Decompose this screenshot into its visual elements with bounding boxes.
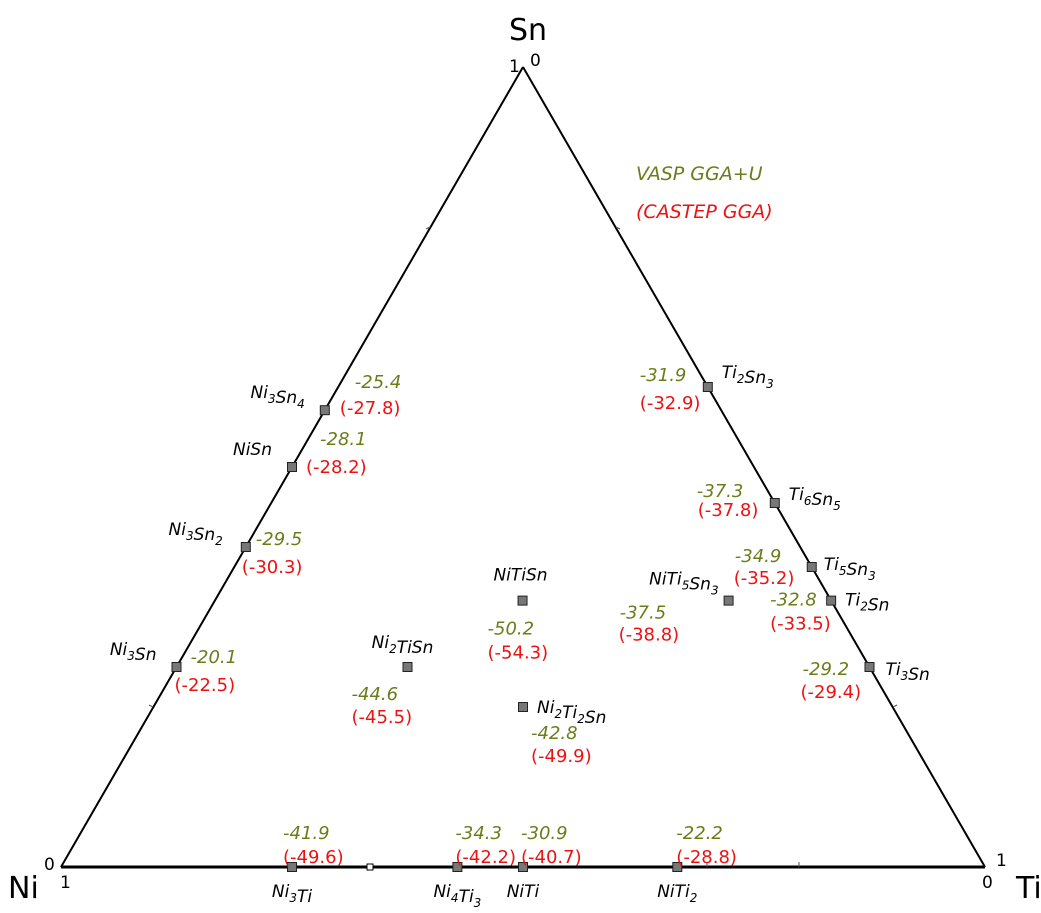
vasp-value-ti2sn: -32.8	[770, 590, 817, 611]
castep-value-ni3sn: (-22.5)	[175, 675, 236, 696]
vasp-value-ti2sn3: -31.9	[640, 365, 687, 386]
vasp-value-ti5sn3: -34.9	[735, 546, 782, 567]
phase-name-ni3ti: Ni3Ti	[272, 882, 312, 907]
vasp-value-ni4ti3: -34.3	[455, 823, 502, 844]
castep-value-ni2tisn: (-45.5)	[352, 707, 413, 728]
castep-value-ti2sn: (-33.5)	[770, 614, 831, 635]
tick-left-2	[148, 704, 154, 708]
phase-marker-ni3sn4	[319, 405, 330, 416]
phase-name-ni2tisn: Ni2TiSn	[372, 633, 434, 658]
phase-marker-ni4ti3	[452, 862, 463, 872]
phase-marker-ni3sn	[171, 662, 182, 672]
castep-value-ni3ti: (-49.6)	[283, 847, 344, 868]
phase-name-ni4ti3: Ni4Ti3	[433, 882, 481, 910]
phase-marker-nitisn	[517, 595, 528, 606]
castep-value-ni3sn2: (-30.3)	[242, 557, 303, 578]
corner-label-ti: Ti	[1015, 871, 1041, 906]
tick-value-ti-0: 0	[982, 873, 993, 893]
vasp-value-ti6sn5: -37.3	[697, 481, 744, 502]
tick-value-sn-0: 0	[530, 51, 541, 71]
phase-name-ni2ti2sn: Ni2Ti2Sn	[537, 698, 606, 728]
vasp-value-ni3sn4: -25.4	[355, 372, 402, 393]
phase-labels: Ni3Sn4 -25.4 (-27.8) NiSn -28.1 (-28.2) Ni3Sn2…	[110, 363, 930, 910]
castep-value-niti2: (-28.8)	[676, 847, 737, 868]
phase-marker-ti2sn	[826, 595, 837, 606]
tick-right-2	[892, 704, 898, 708]
phase-markers	[171, 382, 875, 872]
phase-name-niti: NiTi	[507, 882, 540, 902]
phase-marker-ti6sn5	[769, 498, 780, 508]
castep-value-niti: (-40.7)	[521, 847, 582, 868]
phase-marker-ni3sn2	[240, 542, 251, 552]
phase-name-ti6sn5: Ti6Sn5	[789, 485, 841, 513]
vasp-value-nisn: -28.1	[320, 429, 367, 450]
corner-label-sn: Sn	[509, 13, 547, 48]
vasp-value-niti2: -22.2	[676, 823, 723, 844]
castep-value-nisn: (-28.2)	[306, 457, 367, 478]
vasp-value-ni2ti2sn: -42.8	[531, 723, 578, 744]
phase-marker-ti2sn3	[702, 382, 713, 392]
phase-marker-ni2ti2sn	[518, 702, 528, 712]
legend-vasp: VASP GGA+U	[636, 163, 763, 185]
vasp-value-ni2tisn: -44.6	[352, 684, 399, 705]
phase-name-niti5sn3: NiTi5Sn3	[649, 570, 718, 598]
phase-marker-ni3ti	[287, 862, 297, 872]
phase-marker-ti3sn	[864, 662, 875, 672]
phase-marker-niti5sn3	[723, 595, 734, 606]
phase-name-ti2sn: Ti2Sn	[845, 591, 889, 616]
castep-value-ti5sn3: (-35.2)	[734, 568, 795, 589]
phase-name-ti2sn3: Ti2Sn3	[722, 363, 774, 391]
vasp-value-ni3sn: -20.1	[191, 647, 238, 668]
phase-name-ti3sn: Ti3Sn	[886, 660, 930, 685]
vasp-value-niti5sn3: -37.5	[620, 603, 667, 624]
phase-name-ni3sn: Ni3Sn	[110, 640, 157, 665]
vasp-value-ni3ti: -41.9	[283, 823, 330, 844]
phase-name-nitisn: NiTiSn	[493, 566, 547, 586]
phase-marker-ti5sn3	[806, 562, 817, 572]
legend: VASP GGA+U (CASTEP GGA)	[636, 163, 773, 223]
vasp-value-ti3sn: -29.2	[803, 659, 850, 680]
axis-sn-ti	[522, 66, 986, 868]
phase-name-ni3sn2: Ni3Sn2	[168, 520, 222, 548]
phase-name-ti5sn3: Ti5Sn3	[824, 555, 876, 583]
castep-value-niti5sn3: (-38.8)	[619, 625, 680, 646]
phase-marker-niti	[518, 862, 528, 872]
phase-name-niti2: NiTi2	[657, 882, 697, 905]
castep-value-ni3sn4: (-27.8)	[340, 398, 401, 419]
axis-ticks	[148, 226, 898, 867]
legend-castep: (CASTEP GGA)	[636, 201, 773, 223]
castep-value-ti6sn5: (-37.8)	[698, 500, 759, 521]
castep-value-ni2ti2sn: (-49.9)	[531, 746, 592, 767]
bottom-axis-notch	[366, 863, 374, 871]
tick-value-ti-1: 1	[996, 851, 1007, 871]
castep-value-ni4ti3: (-42.2)	[455, 847, 516, 868]
corner-label-ni: Ni	[8, 871, 39, 906]
phase-marker-niti2	[672, 862, 683, 872]
vasp-value-niti: -30.9	[521, 823, 568, 844]
tick-value-ni-0: 0	[44, 855, 55, 875]
phase-marker-ni2tisn	[402, 662, 413, 672]
tick-right-1	[615, 226, 621, 230]
phase-name-ni3sn4: Ni3Sn4	[250, 383, 304, 411]
vasp-value-nitisn: -50.2	[488, 619, 535, 640]
phase-marker-nisn	[287, 462, 297, 472]
triangle-axes	[60, 66, 986, 869]
phase-name-nisn: NiSn	[233, 440, 272, 460]
vasp-value-ni3sn2: -29.5	[256, 529, 303, 550]
castep-value-ti3sn: (-29.4)	[801, 682, 862, 703]
tick-value-ni-1: 1	[60, 873, 71, 893]
castep-value-nitisn: (-54.3)	[488, 643, 549, 664]
tick-value-sn-1: 1	[509, 57, 520, 77]
tick-left-1	[425, 226, 431, 230]
castep-value-ti2sn3: (-32.9)	[640, 393, 701, 414]
